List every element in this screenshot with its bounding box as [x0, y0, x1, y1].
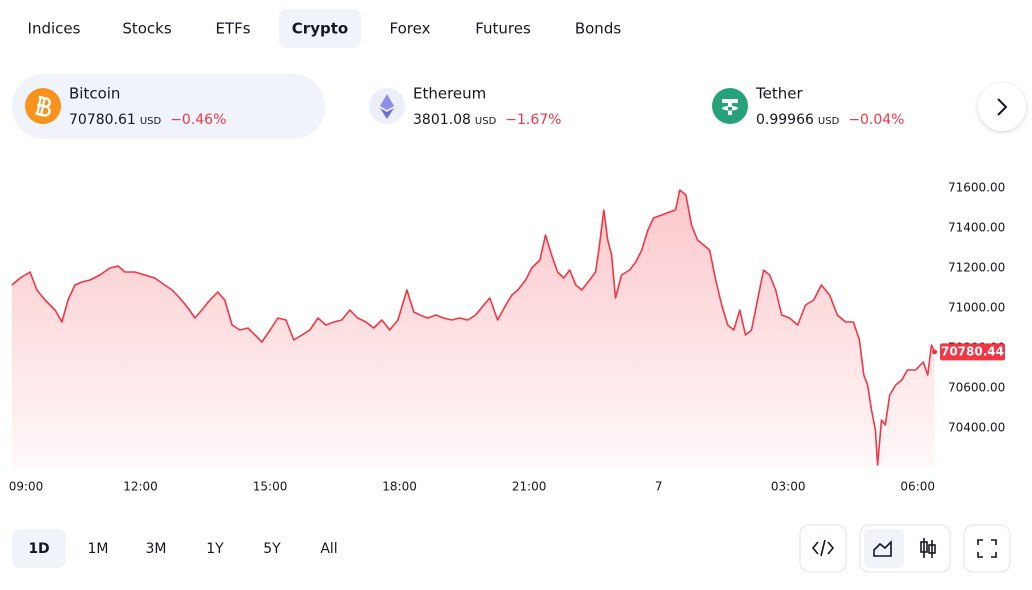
area-icon [873, 540, 892, 557]
ticker-price: 0.99966 [756, 112, 814, 128]
x-tick-label: 12:00 [123, 480, 158, 494]
ticker-currency: USD [475, 116, 497, 127]
ticker-price: 3801.08 [413, 112, 471, 128]
ticker-change: −1.67% [505, 112, 561, 128]
ticker-name[interactable]: Tether [755, 85, 803, 103]
tab[interactable]: Indices [28, 20, 81, 38]
eth-bottom [380, 108, 394, 119]
x-tick-label: 06:00 [900, 480, 935, 494]
last-price-bg [940, 343, 1005, 361]
active-tab-bg [279, 9, 361, 48]
tab[interactable]: Bonds [575, 20, 621, 38]
y-tick-label: 71600.00 [948, 181, 1005, 195]
y-tick-label: 70400.00 [948, 421, 1005, 435]
price-line [11, 189, 936, 466]
active-range-bg [12, 529, 66, 568]
x-tick-label: 09:00 [9, 480, 44, 494]
last-price-label: 70780.44 [941, 344, 1004, 358]
last-point [932, 349, 938, 355]
tab[interactable]: ETFs [215, 20, 250, 38]
candle-icon[interactable] [920, 538, 936, 558]
ticker-name[interactable]: Ethereum [413, 85, 486, 103]
tether-glyph [722, 99, 738, 115]
y-tick-label: 70600.00 [948, 381, 1005, 395]
area-type-button[interactable] [864, 529, 904, 568]
range-button[interactable]: 1D [28, 541, 49, 557]
ticker-card-active[interactable] [12, 74, 325, 139]
x-tick-label: 18:00 [382, 480, 417, 494]
range-button[interactable]: All [320, 541, 337, 557]
tab[interactable]: Crypto [292, 20, 348, 38]
ticker-name[interactable]: Bitcoin [69, 85, 120, 103]
ticker-currency: USD [140, 116, 162, 127]
next-button[interactable] [978, 83, 1026, 131]
eth-top [380, 94, 394, 110]
tab[interactable]: Stocks [122, 20, 172, 38]
tab[interactable]: Futures [475, 20, 531, 38]
bitcoin-glyph [35, 95, 51, 117]
ticker-currency: USD [818, 116, 840, 127]
range-button[interactable]: 5Y [263, 541, 281, 557]
ticker-price: 70780.61 [69, 112, 136, 128]
y-tick-label: 71400.00 [948, 221, 1005, 235]
x-tick-label: 21:00 [512, 480, 547, 494]
ticker-change: −0.04% [848, 112, 904, 128]
tab[interactable]: Forex [390, 20, 431, 38]
y-tick-label: 71200.00 [948, 261, 1005, 275]
next-arrow [997, 98, 1008, 116]
fullscreen-button[interactable] [963, 524, 1011, 573]
x-tick-label: 03:00 [771, 480, 806, 494]
y-tick-label: 71000.00 [948, 301, 1005, 315]
ticker-change: −0.46% [170, 112, 226, 128]
range-button[interactable]: 3M [146, 541, 167, 557]
x-tick-label: 15:00 [253, 480, 288, 494]
fullscreen-icon [977, 539, 997, 558]
x-tick-label: 7 [655, 480, 663, 494]
range-button[interactable]: 1Y [206, 541, 224, 557]
range-button[interactable]: 1M [88, 541, 109, 557]
price-area [11, 190, 935, 468]
embed-icon [811, 539, 835, 557]
